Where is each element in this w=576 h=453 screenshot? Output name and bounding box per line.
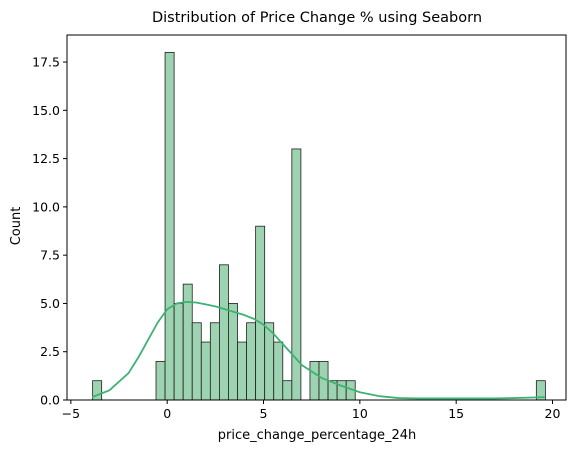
y-tick-label: 5.0 (40, 296, 60, 311)
histogram-bar (264, 322, 275, 401)
histogram-bar (173, 303, 184, 401)
kde-curve-line (91, 300, 545, 400)
y-tick-label: 10.0 (32, 199, 60, 214)
histogram-bar (164, 51, 175, 401)
x-tick-label: 5 (260, 406, 268, 421)
plot-frame (66, 34, 567, 401)
histogram-bar (273, 341, 284, 401)
chart-title: Distribution of Price Change % using Sea… (152, 10, 482, 26)
histogram-bar (200, 341, 211, 401)
x-tick-label: 20 (545, 406, 561, 421)
y-tick-label: 0.0 (40, 393, 60, 408)
histogram-bar (246, 322, 257, 401)
x-tick-label: 10 (352, 406, 368, 421)
histogram-bar (228, 303, 238, 401)
histogram-bar (155, 360, 166, 401)
x-tick-label: −5 (62, 406, 80, 421)
histogram-bar (255, 225, 266, 401)
histogram-bar (309, 360, 320, 401)
histogram-bar (191, 322, 202, 401)
y-tick-label: 12.5 (32, 151, 60, 166)
y-tick-label: 17.5 (32, 55, 60, 70)
x-axis-label: price_change_percentage_24h (218, 428, 417, 443)
y-tick-label: 2.5 (40, 344, 60, 359)
y-tick-label: 15.0 (32, 103, 60, 118)
x-tick-label: 15 (448, 406, 464, 421)
histogram-bar (209, 322, 220, 401)
y-tick-label: 7.5 (40, 248, 60, 263)
plot-area: −5 0 5 10 15 20 0.0 2.5 5.0 7.5 10.0 12.5 15.0 17.5 (32, 34, 567, 421)
x-tick-label: 0 (163, 406, 171, 421)
y-axis-label: Count (9, 207, 24, 246)
histogram-bar (282, 380, 293, 401)
histogram-bar (336, 380, 347, 401)
histogram-bar (218, 264, 229, 401)
histogram-bar (237, 341, 247, 401)
